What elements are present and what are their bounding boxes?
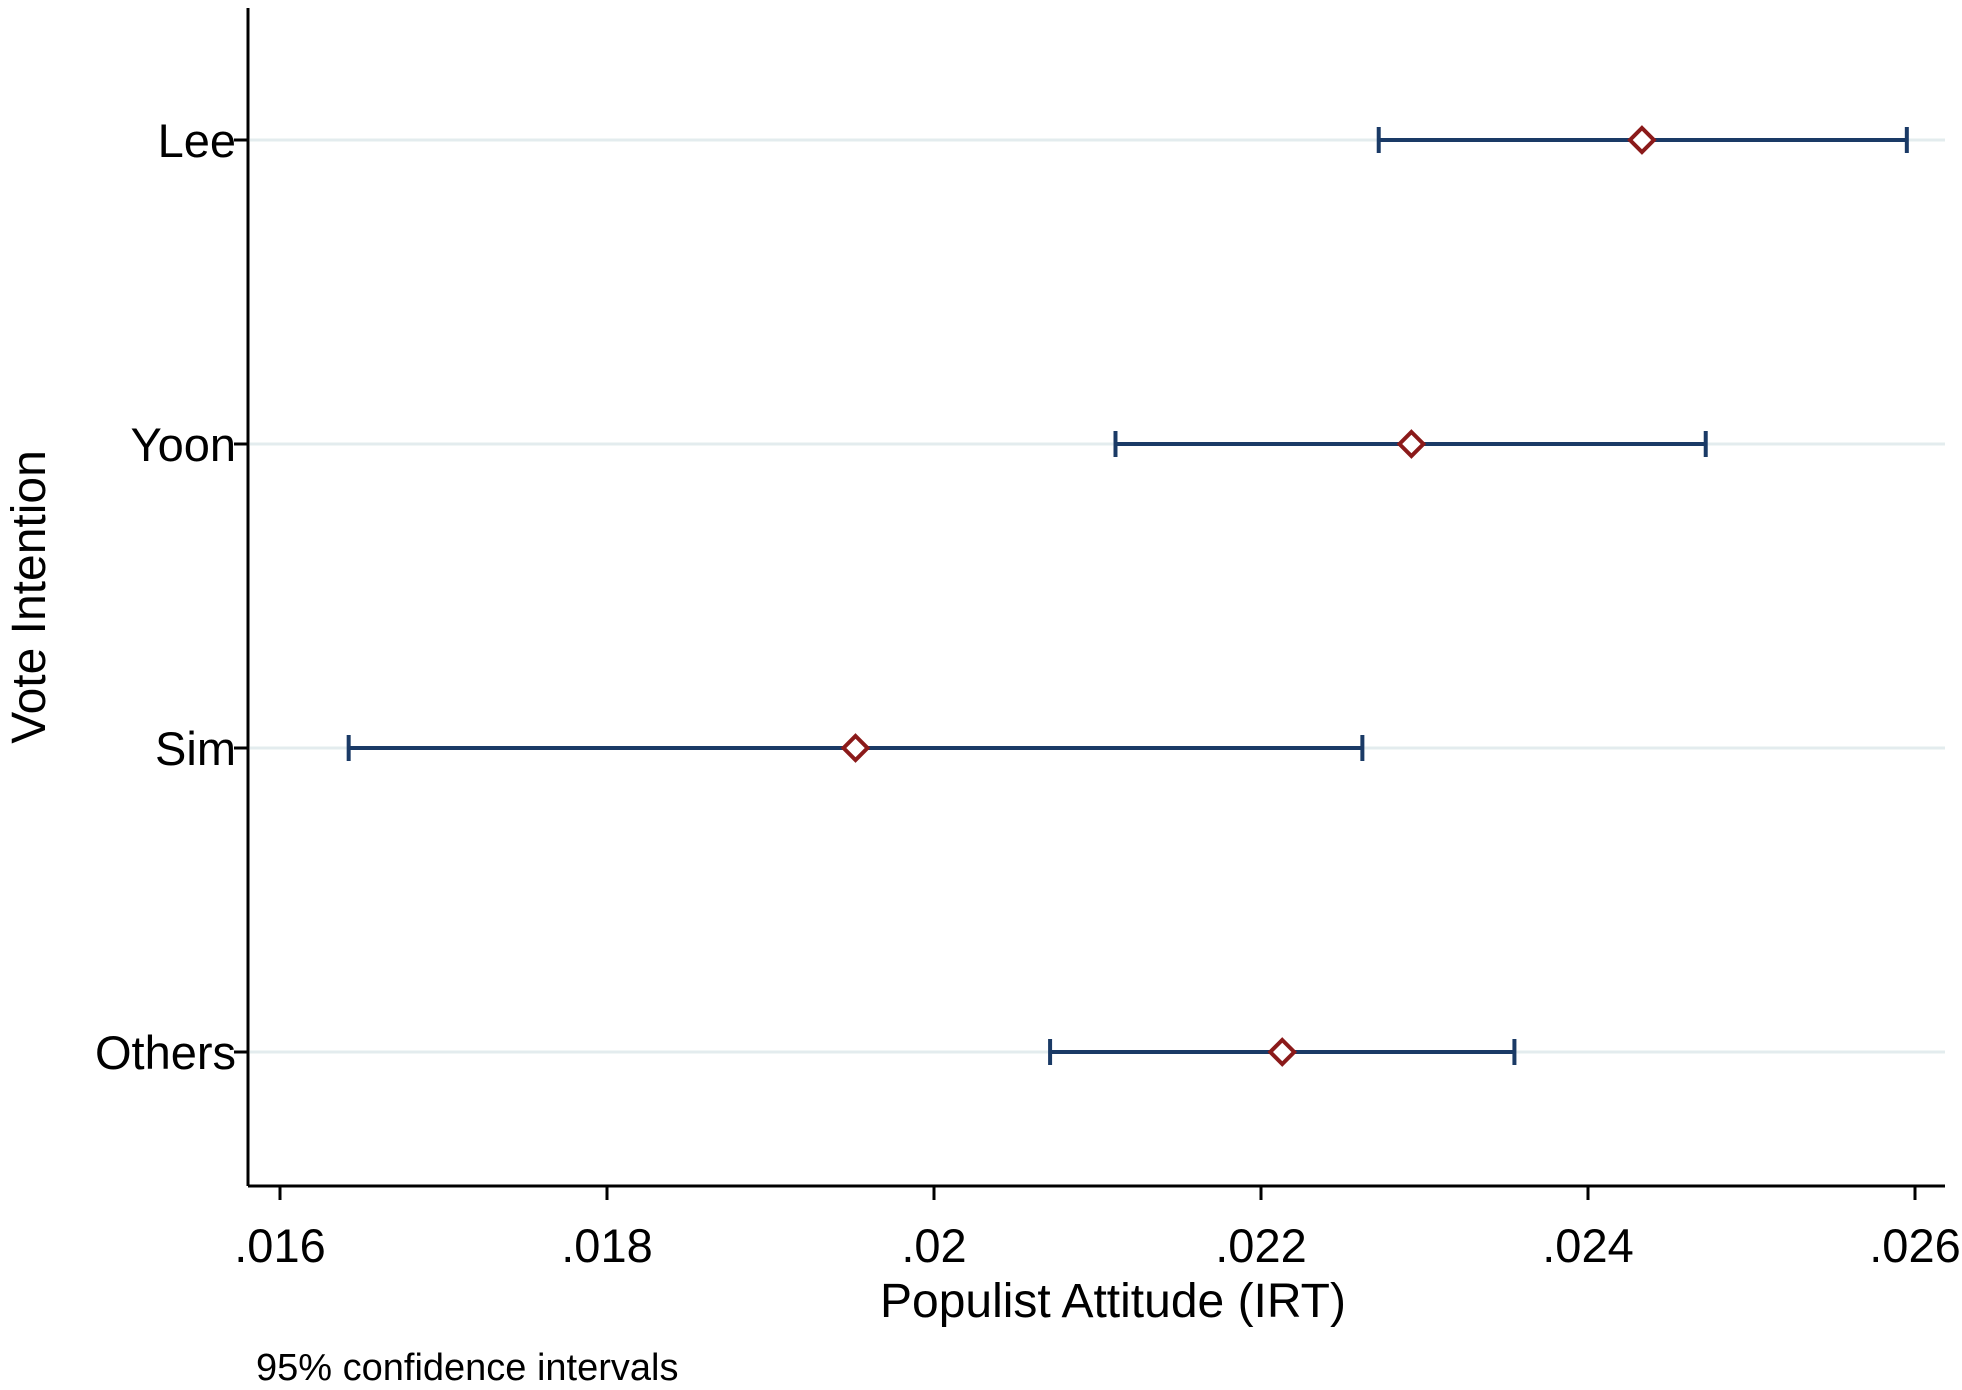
x-tick-label: .024	[1542, 1219, 1633, 1272]
estimate-marker-sim	[840, 733, 871, 763]
x-tick-label: .022	[1215, 1219, 1306, 1272]
x-tick-label: .026	[1869, 1219, 1960, 1272]
estimate-marker-yoon	[1396, 429, 1427, 459]
axis-layer	[246, 8, 1945, 1188]
estimate-marker-lee	[1627, 125, 1657, 155]
category-label-yoon: Yoon	[131, 418, 236, 471]
estimate-marker-others	[1267, 1037, 1298, 1067]
category-label-sim: Sim	[155, 722, 236, 775]
x-axis-title: Populist Attitude (IRT)	[880, 1275, 1346, 1328]
tick-layer: .016 .018 .02 .022 .024 .026	[234, 138, 1961, 1272]
confidence-note: 95% confidence intervals	[256, 1347, 678, 1385]
category-label-others: Others	[95, 1026, 236, 1079]
ci-layer	[346, 127, 1909, 1065]
category-label-lee: Lee	[158, 114, 236, 167]
category-layer: Lee Yoon Sim Others	[95, 114, 236, 1079]
marker-layer	[840, 125, 1657, 1067]
x-tick-label: .016	[234, 1219, 325, 1272]
y-axis-title: Vote Intention	[3, 450, 56, 744]
x-tick-label: .018	[561, 1219, 652, 1272]
x-tick-label: .02	[901, 1219, 966, 1272]
grid-layer	[250, 138, 1945, 1054]
